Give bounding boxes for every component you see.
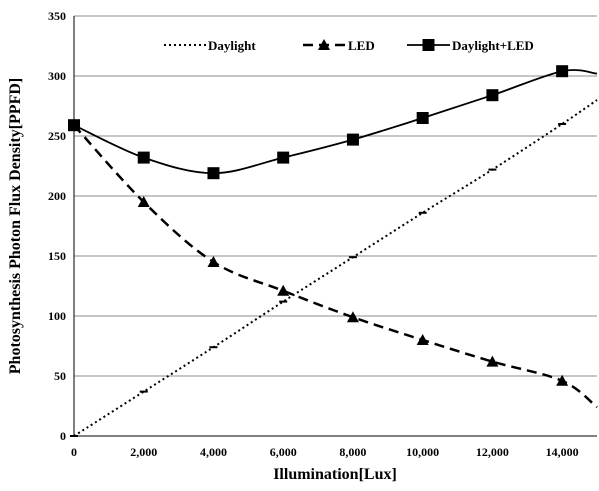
legend-item: Daylight — [164, 38, 256, 53]
series-daylight-led — [68, 65, 598, 180]
legend-marker — [318, 39, 330, 50]
legend-label: Daylight — [208, 38, 256, 53]
data-point — [277, 151, 290, 164]
y-tick-label: 100 — [48, 309, 66, 323]
series-daylight — [70, 99, 598, 437]
data-point — [556, 374, 569, 386]
data-point — [137, 196, 150, 207]
y-tick-label: 200 — [48, 189, 66, 203]
data-point — [207, 256, 220, 267]
y-tick-label: 0 — [60, 429, 66, 443]
data-point — [346, 311, 359, 323]
legend-item: Daylight+LED — [407, 38, 534, 53]
legend-label: Daylight+LED — [452, 38, 534, 53]
x-axis-title: Illumination[Lux] — [273, 466, 397, 483]
y-tick-label: 150 — [48, 249, 66, 263]
data-point — [416, 112, 429, 124]
x-tick-label: 4,000 — [200, 445, 227, 459]
gridlines — [74, 15, 597, 377]
series-line — [73, 69, 598, 175]
x-tick-label: 0 — [71, 445, 77, 459]
x-tick-label: 6,000 — [270, 445, 297, 459]
x-tick-label: 2,000 — [130, 445, 157, 459]
y-tick-label: 300 — [48, 69, 66, 83]
data-point — [277, 284, 290, 296]
y-axis-title: Photosynthesis Photon Flux Density[PPFD] — [7, 78, 24, 374]
x-tick-label: 14,000 — [546, 445, 579, 459]
data-point — [486, 89, 499, 102]
data-point — [556, 65, 569, 78]
y-tick-label: 50 — [54, 369, 66, 383]
data-point — [207, 167, 220, 180]
y-tick-labels: 0 50 100 150 200 250 300 350 — [48, 9, 66, 443]
x-tick-label: 12,000 — [476, 445, 509, 459]
y-tick-label: 350 — [48, 9, 66, 23]
data-point — [137, 151, 150, 164]
legend: Daylight LED Daylight+LED — [164, 38, 534, 53]
x-tick-label: 8,000 — [339, 445, 366, 459]
legend-item: LED — [303, 38, 375, 53]
legend-marker — [422, 39, 435, 51]
legend-label: LED — [348, 38, 375, 53]
data-point — [346, 133, 359, 146]
x-tick-label: 10,000 — [406, 445, 439, 459]
series-layer — [68, 65, 598, 437]
data-point — [68, 119, 80, 132]
x-tick-labels: 0 2,000 4,000 6,000 8,000 10,000 12,000 14,000 — [71, 445, 579, 459]
series-line — [73, 124, 598, 409]
y-tick-label: 250 — [48, 129, 66, 143]
data-point — [416, 334, 429, 345]
data-point — [486, 355, 499, 367]
series-line — [73, 99, 598, 437]
